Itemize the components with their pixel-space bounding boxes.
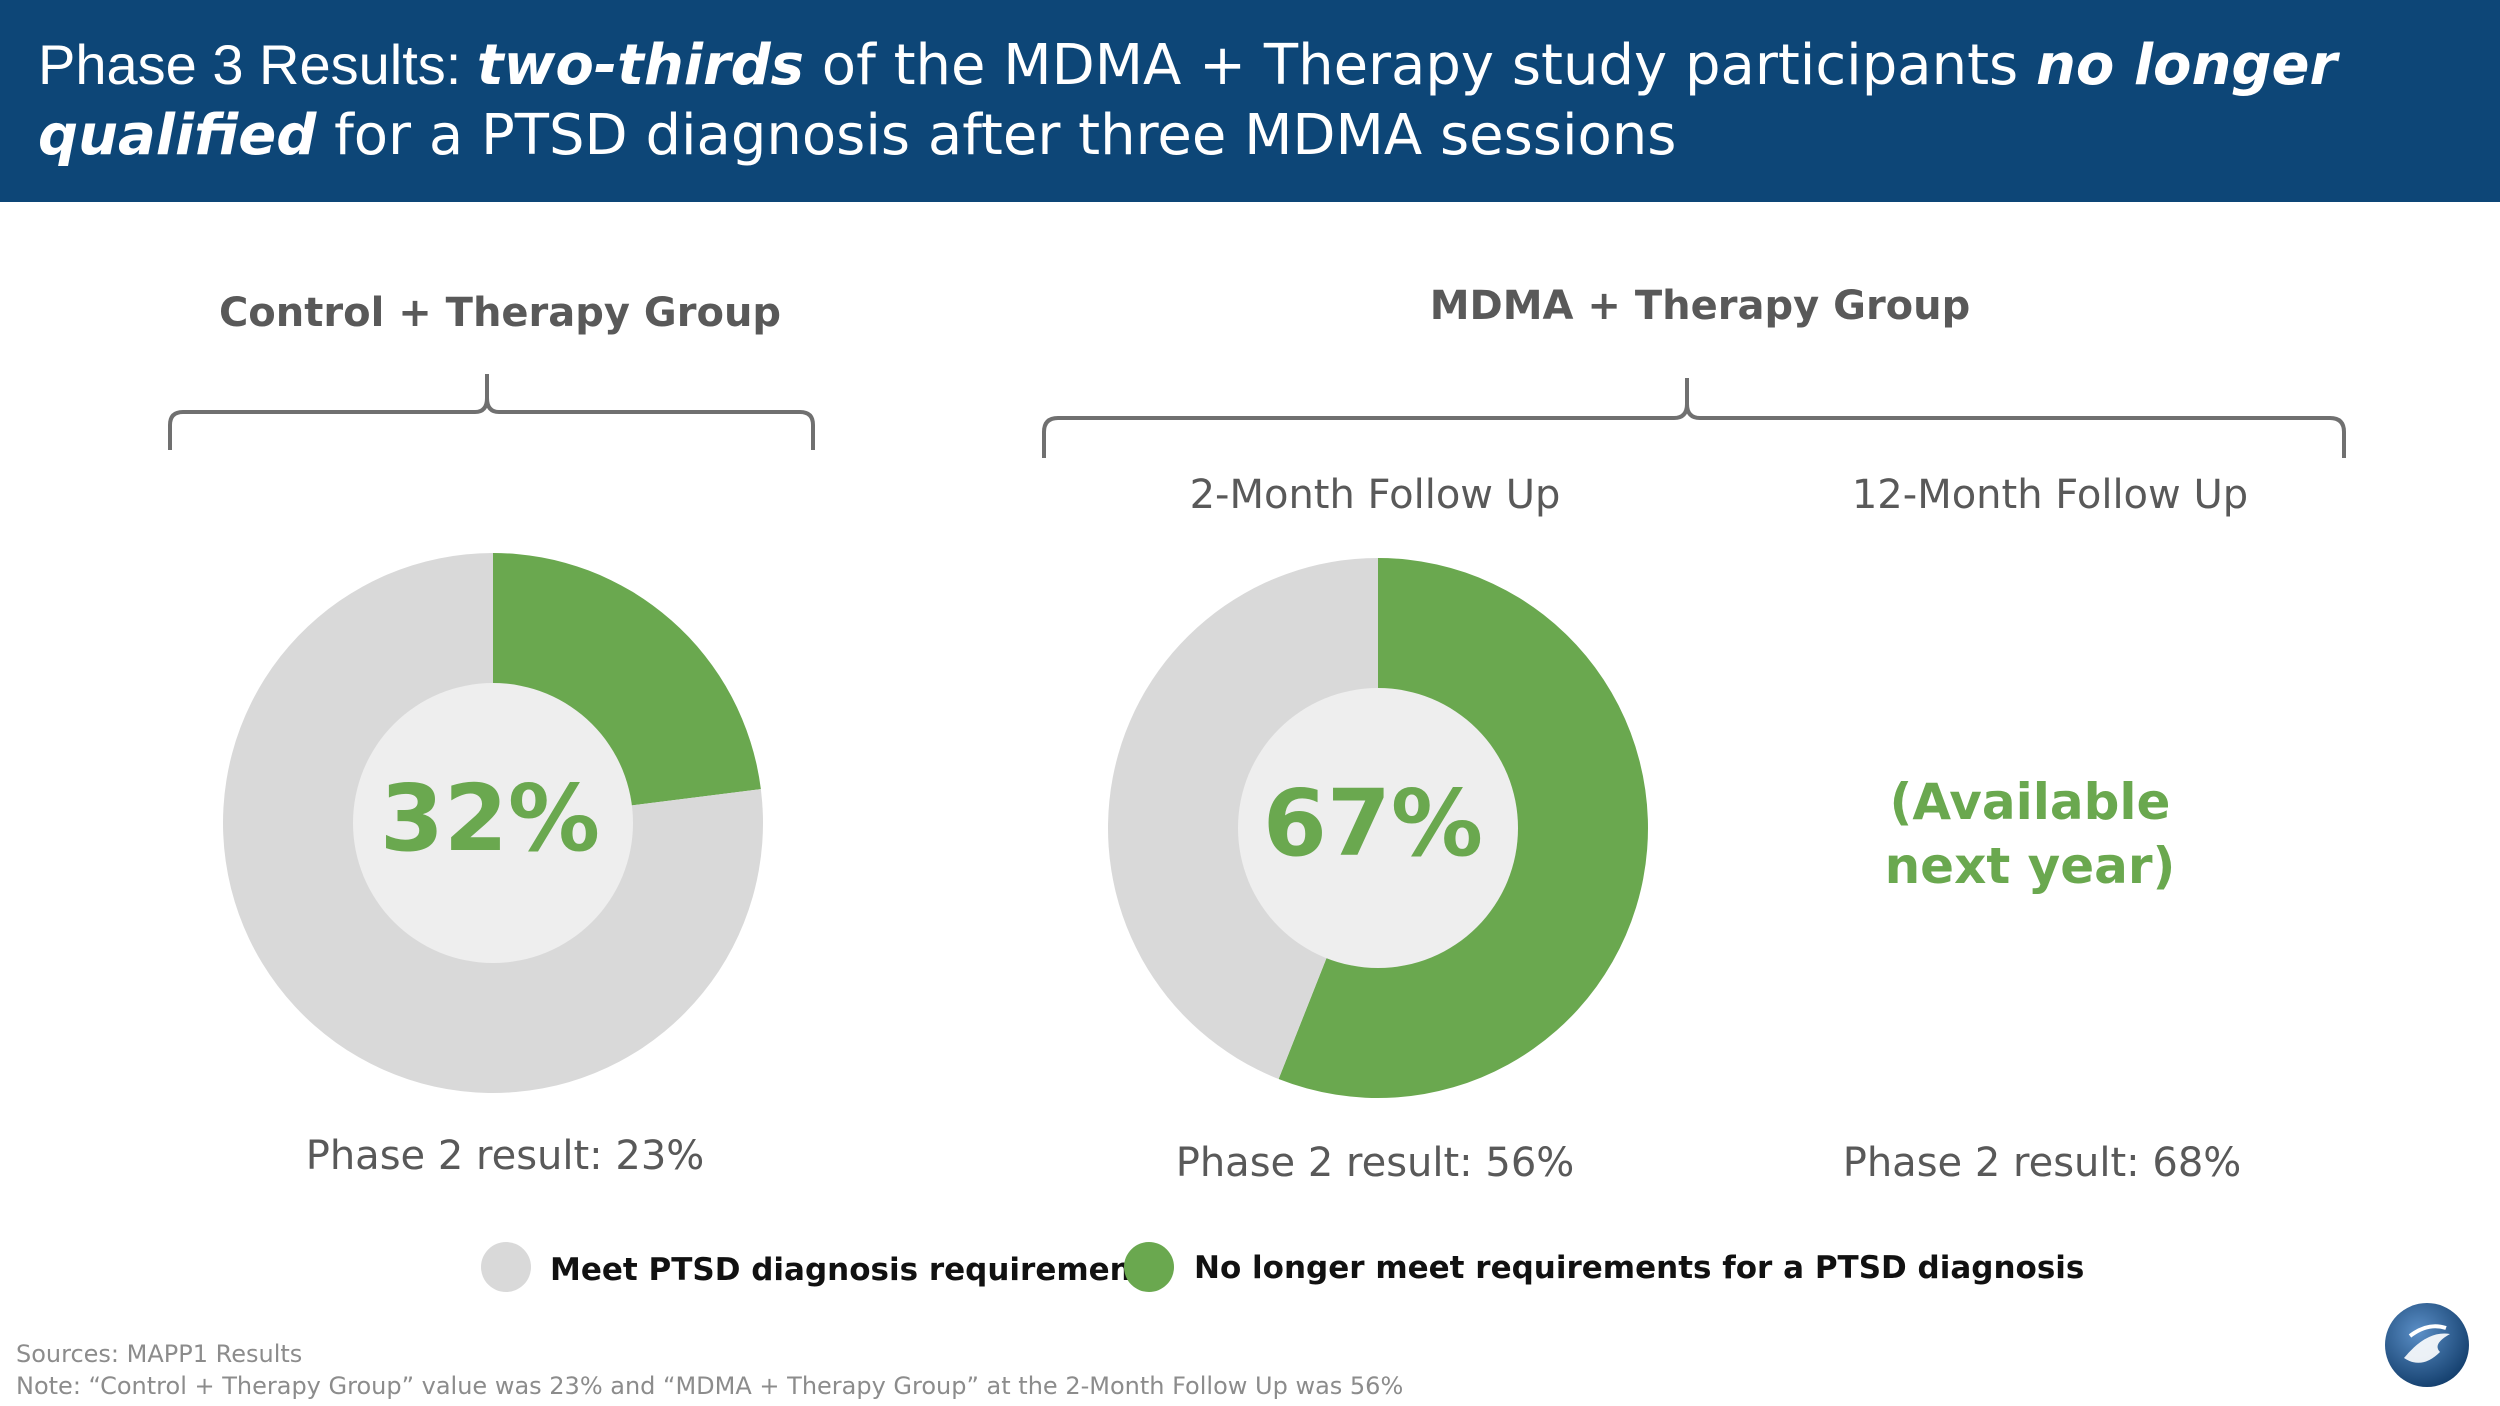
title-part-3: of the MDMA + Therapy study participants bbox=[804, 33, 2036, 98]
available-line-1: (Available bbox=[1889, 773, 2171, 831]
mdma-2month-label: 2-Month Follow Up bbox=[1189, 472, 1561, 518]
control-center-percentage: 32% bbox=[379, 765, 601, 872]
mdma-group-brace bbox=[1042, 378, 2346, 458]
mdma-2month-donut bbox=[1107, 558, 1648, 1099]
title-banner: Phase 3 Results: two-thirds of the MDMA … bbox=[0, 0, 2500, 202]
control-group-donut bbox=[222, 553, 763, 1093]
note-footnote: Note: “Control + Therapy Group” value wa… bbox=[16, 1372, 1404, 1400]
control-phase2-result: Phase 2 result: 23% bbox=[305, 1133, 705, 1179]
mdma-center-percentage: 67% bbox=[1262, 770, 1484, 877]
control-donut-hole bbox=[353, 683, 633, 963]
control-group-brace bbox=[168, 374, 815, 450]
mdma-group-label: MDMA + Therapy Group bbox=[1429, 283, 1971, 329]
legend-no-longer-meet: No longer meet requirements for a PTSD d… bbox=[1194, 1250, 2085, 1286]
legend-gray-marker bbox=[481, 1242, 531, 1292]
title-part-1: Phase 3 Results: bbox=[38, 33, 477, 96]
mdma-12month-label: 12-Month Follow Up bbox=[1851, 472, 2249, 518]
mdma-2month-phase2-result: Phase 2 result: 56% bbox=[1175, 1140, 1575, 1186]
sources-footnote: Sources: MAPP1 Results bbox=[16, 1340, 303, 1368]
mdma-12month-phase2-result: Phase 2 result: 68% bbox=[1842, 1140, 2242, 1186]
control-group-label: Control + Therapy Group bbox=[218, 290, 782, 336]
organization-logo bbox=[2385, 1303, 2469, 1387]
mdma-2month-donut-hole bbox=[1238, 688, 1518, 968]
title-emphasis-two-thirds: two-thirds bbox=[476, 33, 804, 98]
twelve-month-available-text: (Available next year) bbox=[1780, 770, 2280, 898]
slide-title: Phase 3 Results: two-thirds of the MDMA … bbox=[38, 30, 2458, 171]
legend-meet-ptsd: Meet PTSD diagnosis requirements bbox=[550, 1252, 1166, 1288]
available-line-2: next year) bbox=[1884, 837, 2176, 895]
title-emphasis-no-longer-qualified: no longer qualified bbox=[38, 33, 2338, 168]
title-part-5: for a PTSD diagnosis after three MDMA se… bbox=[316, 103, 1677, 168]
legend-green-marker bbox=[1124, 1242, 1174, 1292]
